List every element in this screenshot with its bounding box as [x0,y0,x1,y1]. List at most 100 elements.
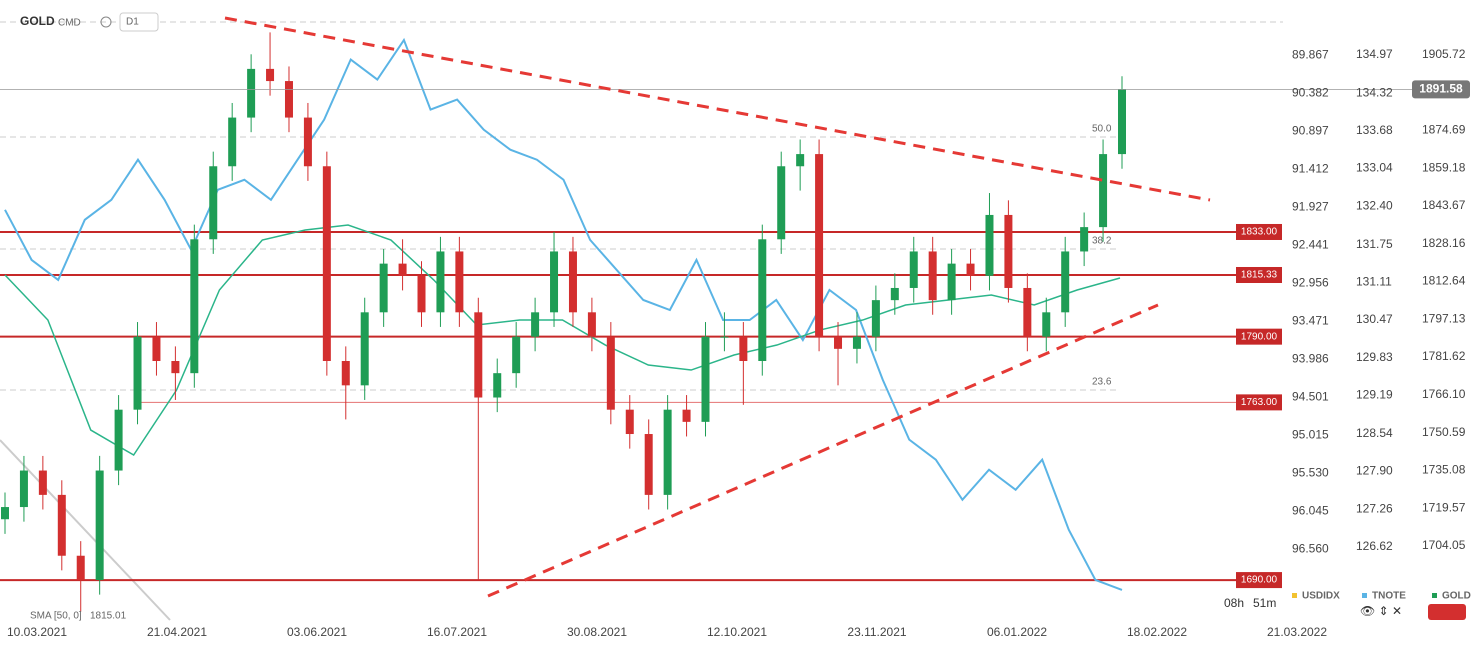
timer-hours: 08h [1224,596,1244,610]
usdidx-tick-label: 93.986 [1292,351,1329,365]
candle-body [152,336,161,361]
usdidx-tick-label: 94.501 [1292,389,1329,403]
gold-tick-label: 1812.64 [1422,274,1466,288]
legend-swatch [1292,593,1297,598]
candle-body [493,373,502,398]
usdidx-tick-label: 90.382 [1292,85,1329,99]
x-tick-label: 10.03.2021 [7,625,67,639]
candle-body [398,263,407,276]
usdidx-tick-label: 96.560 [1292,541,1329,555]
usdidx-tick-label: 91.927 [1292,199,1329,213]
usdidx-tick-label: 91.412 [1292,161,1329,175]
candle-body [928,251,937,301]
legend-label[interactable]: TNOTE [1372,591,1406,602]
candle-body [455,251,464,313]
tnote-tick-label: 131.11 [1356,274,1392,288]
gold-tick-label: 1828.16 [1422,236,1466,250]
level-label: 1790.00 [1241,331,1278,342]
usdidx-tick-label: 89.867 [1292,47,1329,61]
candle-body [19,470,28,508]
interval-box[interactable] [119,12,159,32]
candle-body [190,239,199,374]
fib-label: 38.2 [1092,236,1112,247]
level-box [1236,266,1282,283]
gold-tick-label: 1797.13 [1422,311,1466,325]
trend-line [224,16,1211,202]
candle-body [76,555,85,581]
legend-swatch [1362,593,1367,598]
candle-body [758,239,767,361]
tnote-controls[interactable]: 👁 ⇕ ✕ [1360,604,1402,618]
usdidx-tick-label: 90.897 [1292,123,1329,137]
candle-body [171,360,180,374]
x-tick-label: 03.06.2021 [287,625,347,639]
timer-minutes: 51m [1253,596,1276,610]
symbol[interactable]: GOLD [20,14,55,28]
trend-line [0,439,171,621]
candle-body [815,154,824,337]
trend-line [487,303,1159,598]
candle-body [1080,227,1089,252]
candle-body [852,336,861,349]
gold-tick-label: 1719.57 [1422,500,1466,514]
candle-body [284,81,293,118]
gold-tick-label: 1735.08 [1422,463,1466,477]
candle-body [379,263,388,313]
candle-body [550,251,559,313]
legend-swatch [1432,593,1437,598]
gold-tick-label: 1905.72 [1422,47,1466,61]
level-box [1236,223,1282,240]
candle-body [436,251,445,313]
gold-tick-label: 1781.62 [1422,349,1466,363]
interval[interactable]: D1 [126,17,139,28]
candle-body [682,409,691,422]
x-tick-label: 30.08.2021 [567,625,627,639]
level-label: 1833.00 [1241,227,1278,238]
gold-tick-label: 1704.05 [1422,538,1466,552]
gold-controls[interactable] [1428,604,1466,620]
usdidx-tick-label: 96.045 [1292,503,1329,517]
candle-body [1004,214,1013,288]
candle-body [474,312,483,398]
candle-body [625,409,634,435]
candle-body [834,336,843,349]
tnote-tick-label: 133.04 [1356,161,1393,175]
candle-body [739,336,748,361]
candle-body [360,312,369,386]
usdidx-tick-label: 92.441 [1292,237,1329,251]
info-icon[interactable] [100,16,112,28]
tnote-tick-label: 129.83 [1356,350,1393,364]
legend-label[interactable]: GOLD [1442,591,1471,602]
gold-tick-label: 1874.69 [1422,123,1466,137]
x-tick-label: 18.02.2022 [1127,625,1187,639]
tnote-tick-label: 126.62 [1356,539,1393,553]
candle-body [95,470,104,581]
tnote-tick-label: 129.19 [1356,388,1393,402]
tnote-tick-label: 131.75 [1356,237,1393,251]
sma-name: SMA [50, 0] [30,611,82,622]
candle-body [209,166,218,240]
x-tick-label: 06.01.2022 [987,625,1047,639]
level-box [1236,328,1282,345]
candle-body [663,409,672,495]
candle-body [1042,312,1051,337]
fib-label: 23.6 [1092,377,1112,388]
candle-body [38,470,47,495]
candle-body [1061,251,1070,313]
candle-body [777,166,786,240]
candle-body [871,300,880,337]
candle-body [341,360,350,386]
level-label: 1690.00 [1241,575,1278,586]
usdidx-tick-label: 93.471 [1292,313,1329,327]
candle-body [322,166,331,361]
usdidx-tick-label: 95.015 [1292,427,1329,441]
candle-body [909,251,918,288]
candle-body [947,263,956,301]
legend-label[interactable]: USDIDX [1302,591,1340,602]
tnote-tick-label: 130.47 [1356,312,1393,326]
tnote-tick-label: 127.26 [1356,501,1393,515]
level-label: 1815.33 [1241,270,1278,281]
candle-body [1023,287,1032,337]
candle-body [701,336,710,422]
candle-body [266,68,275,82]
